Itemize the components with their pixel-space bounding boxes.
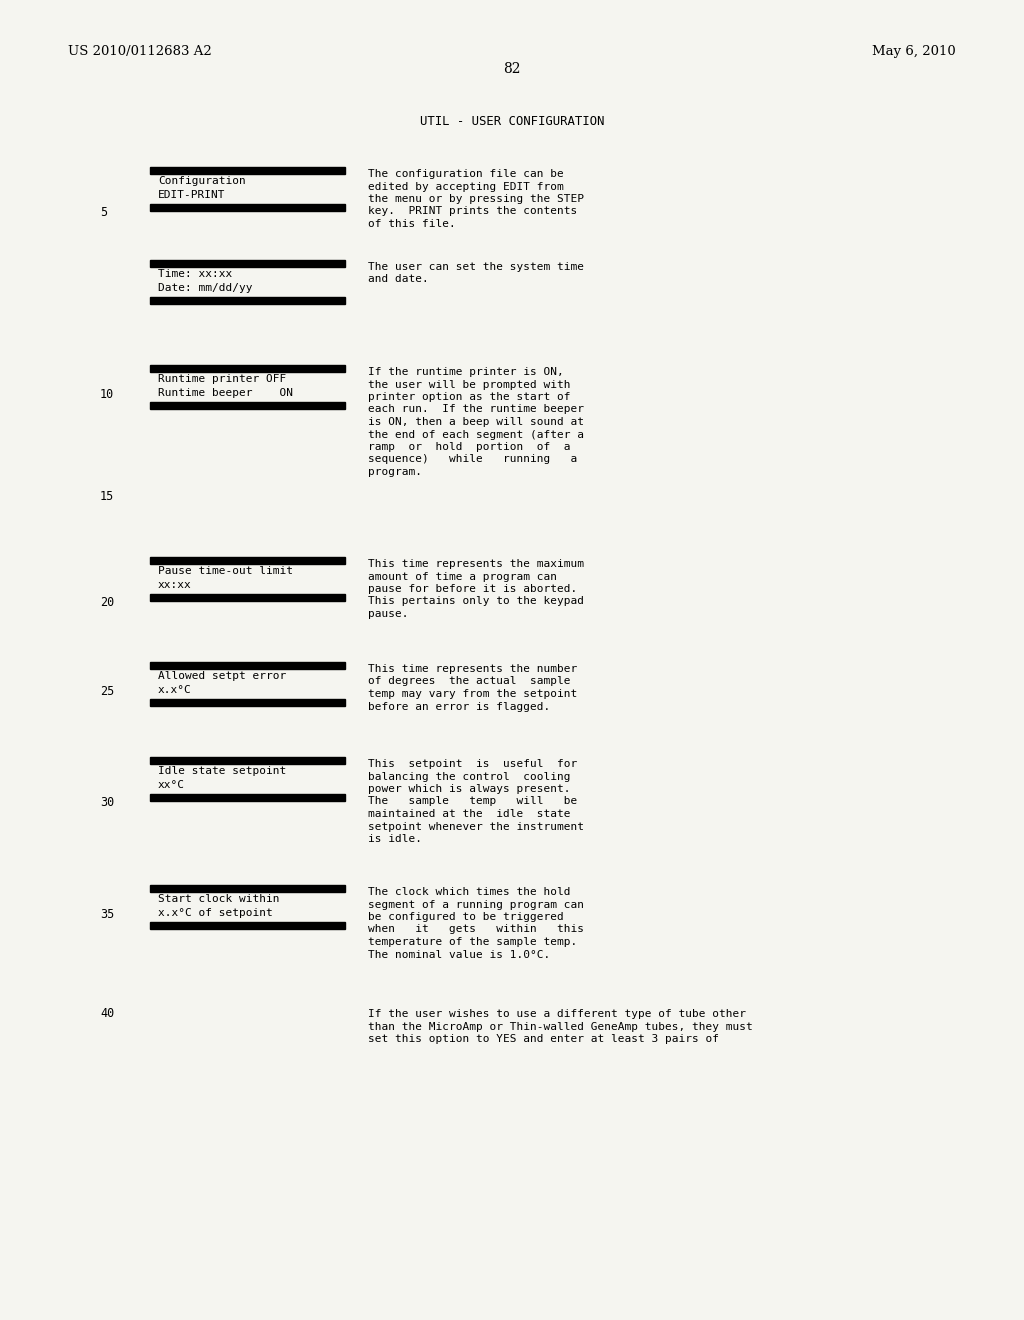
- Text: when   it   gets   within   this: when it gets within this: [368, 924, 584, 935]
- Bar: [150, 594, 345, 601]
- Text: This pertains only to the keypad: This pertains only to the keypad: [368, 597, 584, 606]
- Text: xx:xx: xx:xx: [158, 579, 191, 590]
- Text: Runtime beeper    ON: Runtime beeper ON: [158, 388, 293, 399]
- Text: The clock which times the hold: The clock which times the hold: [368, 887, 570, 898]
- Bar: [150, 700, 345, 706]
- Text: than the MicroAmp or Thin-walled GeneAmp tubes, they must: than the MicroAmp or Thin-walled GeneAmp…: [368, 1022, 753, 1031]
- Bar: [150, 205, 345, 211]
- Text: xx°C: xx°C: [158, 780, 185, 789]
- Text: The user can set the system time: The user can set the system time: [368, 261, 584, 272]
- Text: power which is always present.: power which is always present.: [368, 784, 570, 795]
- Bar: [150, 366, 345, 372]
- Text: Time: xx:xx: Time: xx:xx: [158, 269, 232, 279]
- Text: sequence)   while   running   a: sequence) while running a: [368, 454, 578, 465]
- Text: is ON, then a beep will sound at: is ON, then a beep will sound at: [368, 417, 584, 426]
- Bar: [150, 168, 345, 174]
- Text: x.x°C: x.x°C: [158, 685, 191, 696]
- Text: Date: mm/dd/yy: Date: mm/dd/yy: [158, 282, 253, 293]
- Text: temp may vary from the setpoint: temp may vary from the setpoint: [368, 689, 578, 700]
- Text: key.  PRINT prints the contents: key. PRINT prints the contents: [368, 206, 578, 216]
- Bar: [150, 795, 345, 801]
- Text: x.x°C of setpoint: x.x°C of setpoint: [158, 908, 272, 917]
- Text: 30: 30: [100, 796, 115, 809]
- Text: be configured to be triggered: be configured to be triggered: [368, 912, 564, 921]
- Text: printer option as the start of: printer option as the start of: [368, 392, 570, 403]
- Text: temperature of the sample temp.: temperature of the sample temp.: [368, 937, 578, 946]
- Bar: [150, 297, 345, 304]
- Text: 20: 20: [100, 597, 115, 609]
- Text: 10: 10: [100, 388, 115, 401]
- Text: This  setpoint  is  useful  for: This setpoint is useful for: [368, 759, 578, 770]
- Text: edited by accepting EDIT from: edited by accepting EDIT from: [368, 181, 564, 191]
- Text: Pause time-out limit: Pause time-out limit: [158, 566, 293, 576]
- Text: Start clock within: Start clock within: [158, 894, 280, 904]
- Text: the user will be prompted with: the user will be prompted with: [368, 380, 570, 389]
- Text: ramp  or  hold  portion  of  a: ramp or hold portion of a: [368, 442, 570, 451]
- Text: Idle state setpoint: Idle state setpoint: [158, 766, 287, 776]
- Text: maintained at the  idle  state: maintained at the idle state: [368, 809, 570, 818]
- Text: pause.: pause.: [368, 609, 409, 619]
- Text: program.: program.: [368, 467, 422, 477]
- Bar: [150, 884, 345, 892]
- Text: 40: 40: [100, 1007, 115, 1020]
- Text: EDIT-PRINT: EDIT-PRINT: [158, 190, 225, 201]
- Text: pause for before it is aborted.: pause for before it is aborted.: [368, 583, 578, 594]
- Text: If the runtime printer is ON,: If the runtime printer is ON,: [368, 367, 564, 378]
- Text: Runtime printer OFF: Runtime printer OFF: [158, 374, 287, 384]
- Text: is idle.: is idle.: [368, 834, 422, 843]
- Text: Allowed setpt error: Allowed setpt error: [158, 671, 287, 681]
- Text: 15: 15: [100, 490, 115, 503]
- Text: May 6, 2010: May 6, 2010: [872, 45, 956, 58]
- Text: UTIL - USER CONFIGURATION: UTIL - USER CONFIGURATION: [420, 115, 604, 128]
- Text: The nominal value is 1.0°C.: The nominal value is 1.0°C.: [368, 949, 550, 960]
- Text: 25: 25: [100, 685, 115, 698]
- Bar: [150, 260, 345, 267]
- Text: of degrees  the actual  sample: of degrees the actual sample: [368, 676, 570, 686]
- Text: This time represents the number: This time represents the number: [368, 664, 578, 675]
- Bar: [150, 756, 345, 764]
- Text: of this file.: of this file.: [368, 219, 456, 228]
- Bar: [150, 663, 345, 669]
- Text: before an error is flagged.: before an error is flagged.: [368, 701, 550, 711]
- Text: balancing the control  cooling: balancing the control cooling: [368, 771, 570, 781]
- Text: US 2010/0112683 A2: US 2010/0112683 A2: [68, 45, 212, 58]
- Text: the menu or by pressing the STEP: the menu or by pressing the STEP: [368, 194, 584, 205]
- Text: set this option to YES and enter at least 3 pairs of: set this option to YES and enter at leas…: [368, 1034, 719, 1044]
- Text: 82: 82: [503, 62, 521, 77]
- Text: setpoint whenever the instrument: setpoint whenever the instrument: [368, 821, 584, 832]
- Text: Configuration: Configuration: [158, 176, 246, 186]
- Text: the end of each segment (after a: the end of each segment (after a: [368, 429, 584, 440]
- Text: This time represents the maximum: This time represents the maximum: [368, 558, 584, 569]
- Bar: [150, 921, 345, 929]
- Text: The   sample   temp   will   be: The sample temp will be: [368, 796, 578, 807]
- Text: 35: 35: [100, 908, 115, 921]
- Bar: [150, 557, 345, 564]
- Text: 5: 5: [100, 206, 108, 219]
- Text: segment of a running program can: segment of a running program can: [368, 899, 584, 909]
- Text: each run.  If the runtime beeper: each run. If the runtime beeper: [368, 404, 584, 414]
- Text: The configuration file can be: The configuration file can be: [368, 169, 564, 180]
- Text: amount of time a program can: amount of time a program can: [368, 572, 557, 582]
- Text: If the user wishes to use a different type of tube other: If the user wishes to use a different ty…: [368, 1008, 746, 1019]
- Text: and date.: and date.: [368, 275, 429, 285]
- Bar: [150, 403, 345, 409]
